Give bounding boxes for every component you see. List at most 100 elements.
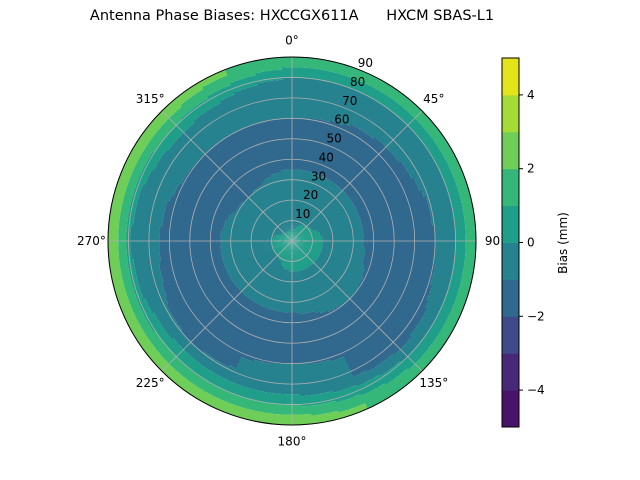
contour-cell: [251, 189, 287, 234]
contour-cell: [110, 267, 123, 281]
contour-cell: [305, 187, 343, 227]
theta-tick-label: 225°: [136, 376, 165, 390]
contour-cell: [336, 137, 382, 189]
r-tick-label: 90: [358, 56, 373, 70]
contour-cell: [339, 141, 387, 191]
contour-cell: [220, 241, 272, 249]
colorbar-label: Bias (mm): [556, 212, 570, 274]
contour-cell: [291, 118, 300, 170]
contour-cell: [147, 296, 169, 314]
contour-cell: [352, 292, 412, 345]
contour-cell: [299, 405, 312, 415]
contour-cell: [310, 120, 332, 174]
contour-cell: [257, 185, 287, 233]
contour-cell: [347, 156, 400, 200]
contour-cell: [292, 224, 302, 241]
contour-cell: [241, 86, 261, 125]
contour-cell: [273, 172, 290, 232]
contour-cell: [157, 310, 175, 327]
contour-cell: [108, 230, 119, 242]
contour-cell: [344, 151, 396, 197]
contour-cell: [272, 118, 285, 171]
contour-cell: [349, 295, 407, 350]
contour-cell: [267, 176, 289, 232]
contour-cell: [288, 231, 292, 241]
contour-cell: [229, 251, 275, 281]
contour-cell: [434, 223, 456, 235]
contour-cell: [336, 88, 360, 126]
contour-cell: [253, 122, 275, 176]
contour-cell: [130, 240, 160, 251]
r-tick-label: 40: [319, 150, 334, 164]
contour-cell: [238, 203, 283, 235]
contour-cell: [255, 260, 282, 305]
contour-cell: [289, 230, 292, 241]
contour-cell: [180, 285, 240, 338]
contour-cell: [280, 241, 292, 264]
contour-cell: [207, 358, 223, 375]
contour-cell: [273, 241, 292, 252]
contour-cell: [299, 313, 312, 364]
contour-cell: [208, 298, 254, 360]
contour-cell: [108, 220, 120, 233]
contour-cell: [214, 300, 257, 364]
contour-cell: [246, 258, 279, 300]
contour-cell: [453, 212, 465, 225]
contour-cell: [175, 348, 190, 364]
contour-cell: [233, 252, 277, 287]
contour-cell: [317, 80, 336, 121]
colorbar-tick-label: 4: [527, 88, 535, 102]
contour-cell: [108, 211, 121, 224]
contour-cell: [140, 282, 165, 299]
contour-cell: [351, 166, 410, 206]
contour-cell: [413, 322, 430, 338]
contour-cell: [292, 226, 300, 241]
contour-cell: [394, 137, 425, 164]
contour-cell: [159, 255, 223, 277]
contour-cell: [297, 362, 310, 397]
contour-cell: [331, 307, 376, 373]
contour-cell: [161, 259, 225, 284]
contour-cell: [200, 110, 226, 143]
theta-tick-label: 135°: [419, 376, 448, 390]
contour-cell: [241, 255, 279, 295]
contour-cell: [280, 241, 292, 262]
contour-cell: [157, 155, 188, 180]
contour-cell: [287, 231, 292, 241]
contour-cell: [287, 231, 292, 241]
contour-cell: [312, 262, 351, 303]
contour-cell: [271, 241, 292, 247]
contour-cell: [161, 262, 226, 291]
contour-cell: [153, 162, 185, 185]
contour-cell: [137, 275, 164, 292]
contour-cell: [426, 293, 445, 309]
theta-tick-label: 270°: [77, 234, 106, 248]
colorbar-band: [502, 131, 519, 170]
contour-cell: [404, 151, 435, 175]
colorbar-tick-label: −2: [527, 309, 545, 323]
contour-cell: [368, 387, 385, 406]
contour-cell: [274, 393, 285, 405]
contour-cell: [421, 181, 448, 199]
contour-cell: [271, 413, 284, 425]
contour-cell: [140, 183, 172, 202]
contour-cell: [227, 93, 249, 130]
contour-cell: [307, 192, 348, 229]
contour-cell: [235, 128, 266, 183]
contour-cell: [209, 145, 254, 196]
contour-cell: [272, 241, 292, 250]
contour-cell: [118, 248, 128, 261]
contour-cell: [343, 301, 394, 360]
contour-cell: [359, 196, 429, 223]
contour-cell: [272, 403, 285, 415]
contour-cell: [320, 123, 352, 178]
contour-cell: [252, 59, 267, 74]
contour-cell: [408, 158, 439, 181]
contour-cell: [310, 79, 327, 120]
contour-cell: [463, 258, 476, 271]
contour-cell: [162, 213, 225, 231]
contour-cell: [317, 402, 330, 415]
contour-cell: [279, 241, 292, 261]
contour-cell: [187, 167, 241, 207]
contour-cell: [183, 172, 240, 210]
